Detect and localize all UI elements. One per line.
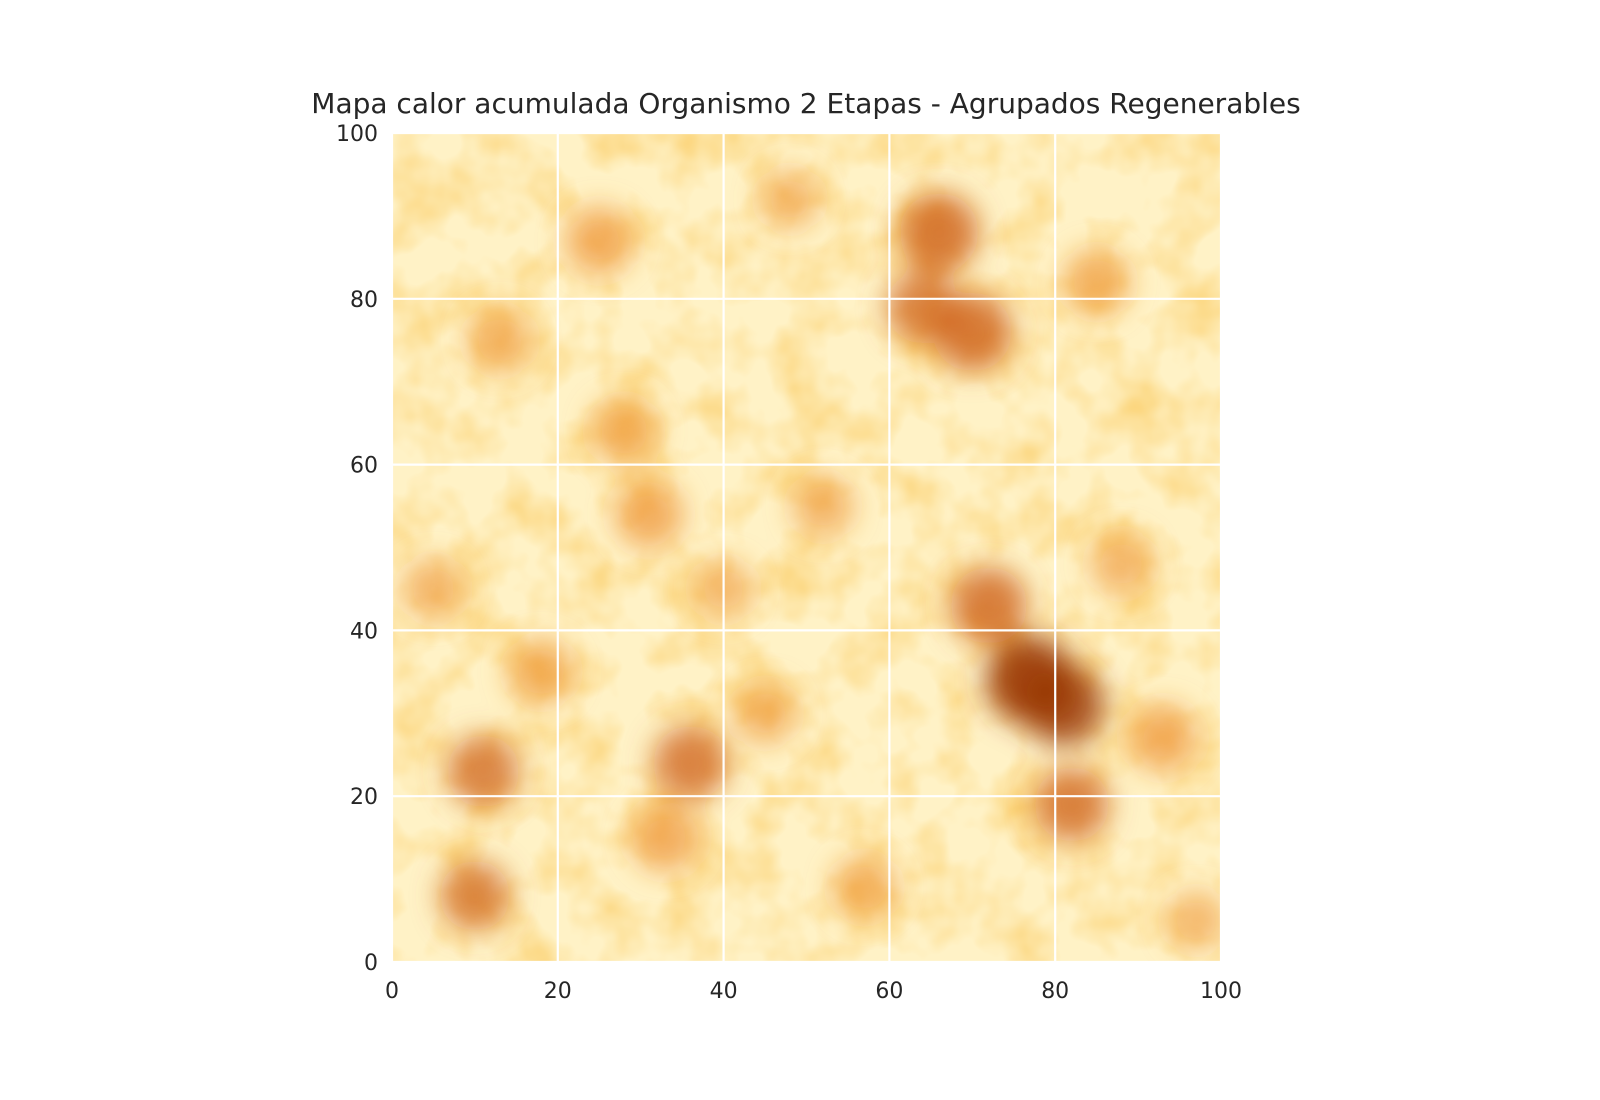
x-axis-ticks: 0 20 40 60 80 100 [385,979,1242,1004]
x-tick-label: 20 [544,979,572,1004]
hotspot-11 [614,480,684,549]
hotspot-2 [950,567,1028,645]
x-tick-label: 80 [1041,979,1069,1004]
x-tick-label: 60 [875,979,903,1004]
hotspot-13 [591,398,658,465]
hotspot-7 [653,725,728,801]
hotspot-9 [439,860,511,931]
hotspot-20 [734,682,796,745]
y-axis-ticks: 0 20 40 60 80 100 [336,122,378,976]
x-tick-label: 100 [1200,979,1242,1004]
hotspot-6 [886,270,959,344]
hotspot-15 [1063,249,1130,316]
y-tick-label: 80 [350,288,378,313]
y-tick-label: 40 [350,619,378,644]
hotspot-18 [467,308,532,373]
hotspot-21 [1090,533,1153,595]
hotspot-8 [446,735,520,808]
hotspot-24 [760,169,820,230]
hotspot-10 [631,803,700,872]
y-tick-label: 0 [364,951,378,976]
grid-lines [392,133,1221,962]
y-tick-label: 20 [350,785,378,810]
x-tick-label: 0 [385,979,399,1004]
hotspot-22 [402,558,465,620]
y-tick-label: 100 [336,122,378,147]
hotspot-16 [832,855,897,920]
y-tick-label: 60 [350,454,378,479]
hotspot-1 [1022,664,1105,746]
x-tick-label: 40 [710,979,738,1004]
hotspot-14 [1128,704,1198,773]
hotspot-19 [792,475,854,537]
hotspot-4 [899,192,979,273]
hotspot-layer [402,169,1221,951]
plot-area [392,133,1221,962]
hotspot-23 [1166,890,1221,951]
hotspot-12 [565,206,634,275]
hotspot-17 [508,638,575,705]
hotspot-3 [1034,767,1110,842]
chart-title: Mapa calor acumulada Organismo 2 Etapas … [311,87,1300,120]
